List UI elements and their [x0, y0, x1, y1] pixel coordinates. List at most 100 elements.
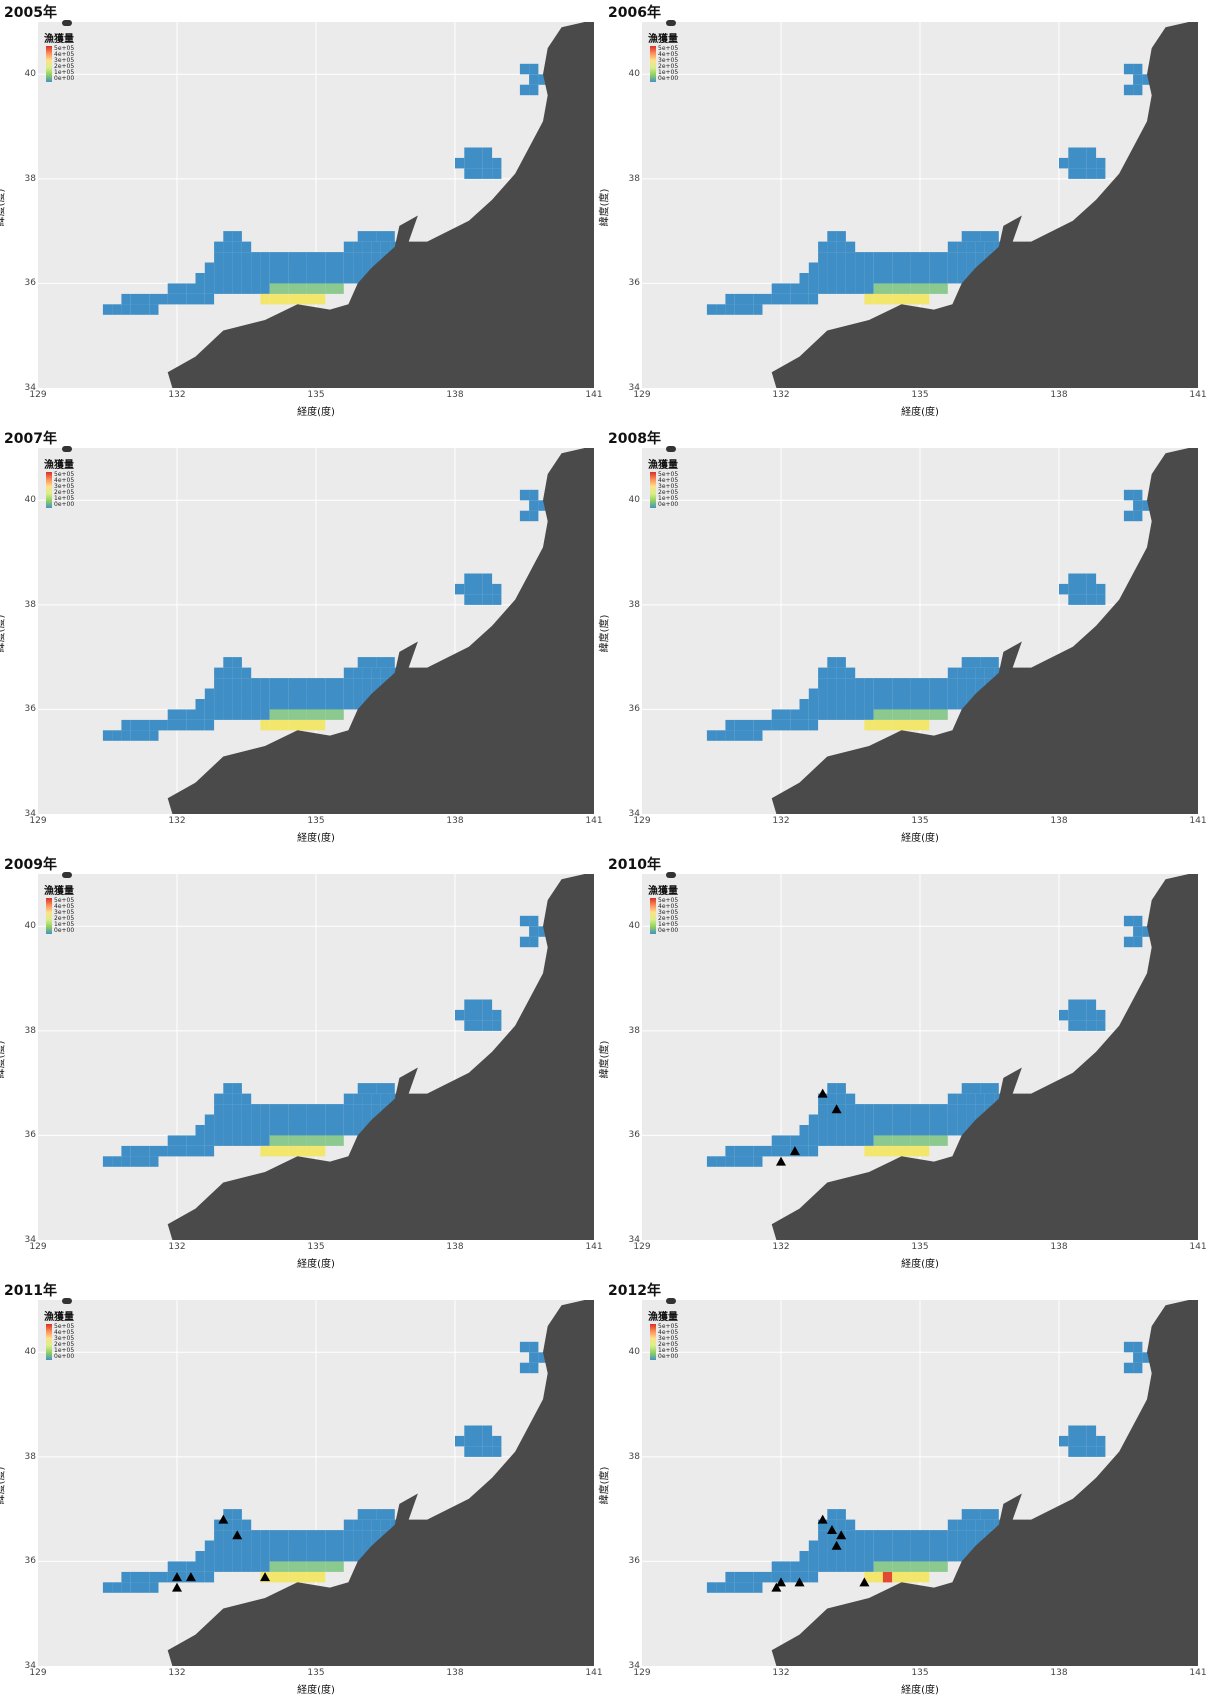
catch-cell: [167, 283, 177, 294]
catch-cell: [214, 1135, 224, 1146]
catch-cell: [1133, 1341, 1143, 1353]
triangle-marker: [817, 1514, 828, 1524]
catch-cell: [929, 283, 939, 294]
catch-cell: [353, 1093, 363, 1105]
catch-cell: [269, 688, 279, 699]
x-tick-label: 135: [911, 816, 929, 826]
catch-cell: [910, 1561, 920, 1572]
catch-cell: [214, 1093, 224, 1105]
catch-cell: [204, 1125, 215, 1136]
catch-cell: [827, 1530, 837, 1541]
catch-cell: [910, 252, 920, 263]
catch-cell: [353, 1125, 363, 1136]
catch-cell: [920, 1125, 930, 1136]
catch-cell: [232, 1519, 242, 1531]
x-tick-label: 141: [1189, 390, 1207, 400]
catch-cell: [957, 678, 967, 689]
catch-cell: [367, 1509, 377, 1520]
legend-label: 1e+05: [54, 69, 75, 76]
triangle-marker: [232, 1530, 243, 1540]
legend-label: 3e+05: [54, 483, 75, 490]
catch-cell: [836, 1104, 846, 1115]
catch-cell: [232, 678, 242, 689]
catch-cell: [316, 1540, 326, 1551]
catch-cell: [882, 1104, 893, 1115]
catch-cell: [947, 688, 958, 699]
legend-label: 5e+05: [54, 1323, 75, 1330]
x-tick-label: 129: [633, 1668, 651, 1678]
map-panel-5: 2010年 漁獲量 5e+05 4e+05 3e+05 2e+05 1e+05 0e+00 12…: [599, 852, 1206, 1278]
catch-cell: [455, 583, 465, 595]
map-panel-3: 2008年 漁獲量 5e+05 4e+05 3e+05 2e+05 1e+05 0e+00 12…: [599, 426, 1206, 852]
y-axis-label: 緯度(度): [0, 1040, 7, 1079]
catch-cell: [753, 304, 763, 315]
catch-cell: [223, 241, 233, 253]
catch-cell: [297, 293, 307, 305]
catch-cell: [975, 241, 985, 253]
legend-label: 0e+00: [658, 501, 679, 508]
catch-cell: [836, 252, 846, 263]
x-tick-label: 141: [1189, 1668, 1207, 1678]
catch-cell: [464, 583, 474, 595]
catch-cell: [836, 1540, 846, 1551]
catch-cell: [864, 1104, 874, 1115]
x-tick-label: 129: [633, 816, 651, 826]
land-honshu: [771, 448, 1198, 814]
catch-cell: [260, 293, 270, 305]
catch-cell: [177, 719, 187, 731]
catch-cell: [827, 657, 837, 668]
catch-cell: [818, 1540, 828, 1551]
catch-cell: [1096, 1446, 1106, 1457]
catch-cell: [781, 709, 791, 720]
catch-cell: [251, 1104, 261, 1115]
catch-cell: [177, 1135, 187, 1146]
catch-cell: [910, 273, 920, 284]
catch-cell: [947, 667, 958, 679]
catch-cell: [362, 241, 372, 253]
map-panel-2: 2007年 漁獲量 5e+05 4e+05 3e+05 2e+05 1e+05 0e+00 12…: [0, 426, 603, 852]
catch-cell: [989, 1083, 999, 1094]
legend-label: 5e+05: [658, 471, 679, 478]
catch-cell: [971, 657, 981, 668]
catch-cell: [538, 74, 548, 85]
catch-cell: [529, 926, 539, 937]
catch-cell: [334, 1561, 344, 1572]
catch-cell: [353, 252, 363, 263]
legend-label: 4e+05: [54, 477, 75, 484]
catch-cell: [102, 1582, 113, 1593]
catch-cell: [260, 1530, 270, 1541]
catch-cell: [325, 1125, 335, 1136]
catch-cell: [818, 252, 828, 263]
catch-cell: [882, 1530, 893, 1541]
catch-cell: [947, 252, 958, 263]
catch-cell: [873, 1571, 883, 1583]
catch-cell: [288, 1561, 298, 1572]
catch-cell: [278, 678, 289, 689]
legend-label: 3e+05: [54, 1335, 75, 1342]
catch-cell: [1133, 1352, 1143, 1363]
catch-cell: [818, 709, 828, 720]
x-tick-label: 138: [446, 1668, 464, 1678]
catch-cell: [753, 719, 763, 731]
x-tick-label: 138: [1050, 390, 1068, 400]
catch-cell: [762, 293, 772, 305]
catch-cell: [519, 936, 530, 948]
catch-cell: [873, 1540, 883, 1551]
catch-cell: [845, 273, 856, 284]
catch-cell: [214, 252, 224, 263]
legend: 漁獲量 5e+05 4e+05 3e+05 2e+05 1e+05 0e+00: [648, 1298, 692, 1362]
catch-cell: [818, 241, 828, 253]
catch-cell: [223, 1519, 233, 1531]
catch-cell: [380, 1093, 391, 1105]
catch-cell: [882, 1135, 893, 1146]
x-tick-label: 132: [168, 390, 186, 400]
catch-cell: [836, 262, 846, 273]
catch-cell: [325, 1561, 335, 1572]
catch-cell: [251, 1114, 261, 1125]
catch-cell: [492, 1446, 502, 1457]
x-tick-label: 132: [772, 1668, 790, 1678]
triangle-marker: [185, 1572, 196, 1582]
catch-cell: [316, 1125, 326, 1136]
catch-cell: [232, 1104, 242, 1115]
catch-cell: [1077, 573, 1087, 584]
